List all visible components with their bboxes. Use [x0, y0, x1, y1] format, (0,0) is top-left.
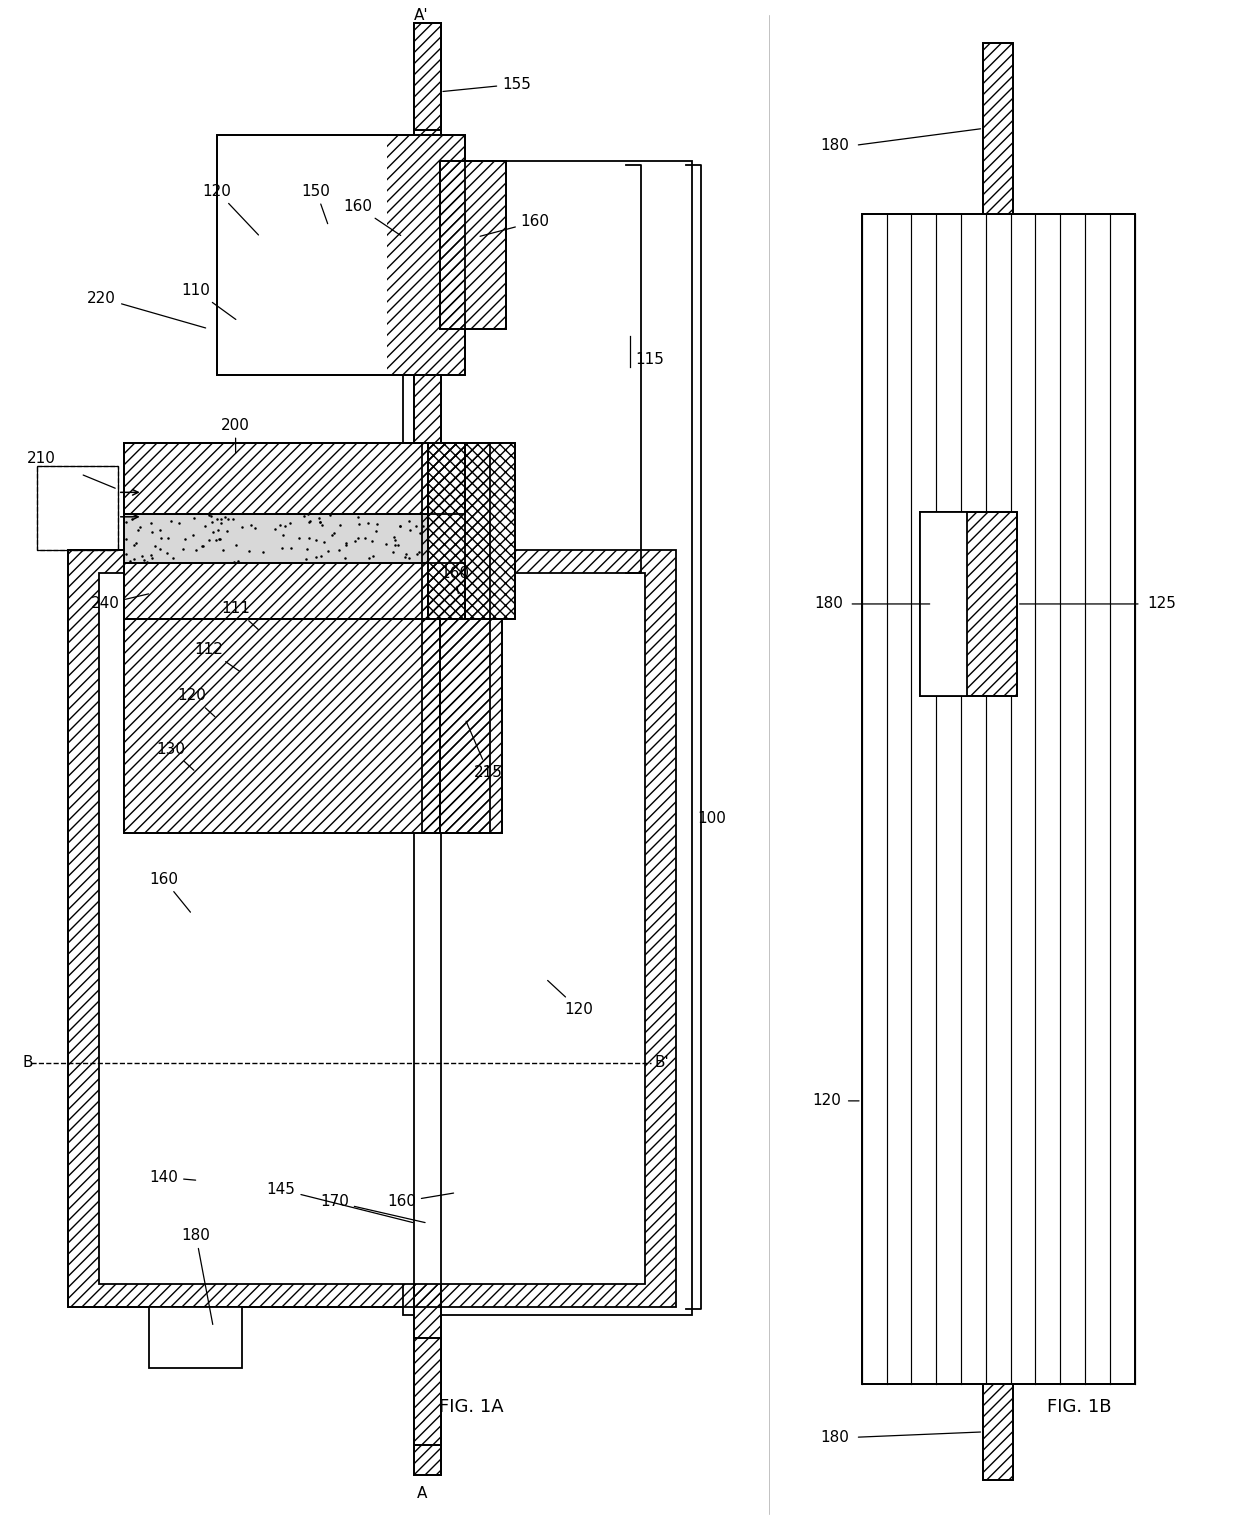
Text: A': A': [414, 8, 429, 23]
Text: 160: 160: [440, 566, 469, 593]
Text: 160: 160: [149, 872, 191, 913]
Bar: [68, 550, 676, 1307]
Bar: [983, 43, 1013, 214]
Text: 220: 220: [87, 291, 206, 327]
Bar: [920, 512, 1017, 696]
Text: 112: 112: [193, 642, 239, 671]
Bar: [99, 573, 645, 1284]
Text: 170: 170: [320, 1194, 425, 1223]
Text: B': B': [655, 1055, 670, 1070]
Bar: [428, 443, 515, 619]
Bar: [68, 550, 676, 1307]
Bar: [387, 135, 465, 375]
Text: 100: 100: [697, 810, 725, 826]
Bar: [414, 1338, 441, 1445]
Bar: [440, 619, 502, 833]
Bar: [68, 550, 99, 1307]
Bar: [99, 550, 645, 573]
Bar: [440, 161, 506, 329]
Bar: [862, 214, 1135, 1384]
Text: 130: 130: [156, 742, 193, 771]
Bar: [920, 512, 967, 696]
Bar: [422, 443, 490, 833]
Text: 120: 120: [548, 980, 593, 1017]
Bar: [428, 443, 515, 619]
Bar: [414, 1338, 441, 1445]
Text: 155: 155: [443, 76, 531, 92]
Bar: [37, 466, 118, 550]
Text: 215: 215: [466, 722, 502, 780]
Bar: [967, 512, 1017, 696]
Text: 180: 180: [821, 1430, 849, 1445]
Bar: [440, 619, 502, 833]
Text: 210: 210: [27, 451, 56, 466]
Text: 145: 145: [267, 1182, 413, 1223]
Text: 180: 180: [815, 596, 843, 612]
Text: 111: 111: [221, 601, 258, 630]
Bar: [428, 443, 515, 619]
Text: 140: 140: [149, 1170, 196, 1185]
Bar: [124, 563, 465, 619]
Bar: [983, 1384, 1013, 1480]
Bar: [124, 443, 465, 619]
Bar: [124, 563, 465, 619]
Bar: [920, 512, 1017, 696]
Bar: [422, 443, 490, 833]
Text: 180: 180: [821, 138, 849, 153]
Bar: [414, 23, 441, 130]
Bar: [414, 1338, 441, 1445]
Text: 110: 110: [181, 283, 236, 320]
Text: 160: 160: [343, 199, 401, 235]
Bar: [124, 619, 440, 833]
Text: 240: 240: [91, 593, 149, 612]
Bar: [124, 619, 440, 833]
Bar: [124, 443, 465, 514]
Bar: [217, 135, 465, 375]
Bar: [440, 161, 506, 329]
Text: 160: 160: [387, 1193, 454, 1209]
Bar: [217, 135, 465, 375]
Text: 200: 200: [221, 417, 250, 453]
Bar: [414, 23, 441, 1475]
Bar: [124, 443, 465, 514]
Bar: [124, 563, 465, 619]
Text: 180: 180: [181, 1228, 213, 1324]
Bar: [440, 161, 506, 329]
Text: 150: 150: [301, 183, 331, 223]
Bar: [99, 1284, 645, 1307]
Bar: [414, 23, 441, 1475]
Text: FIG. 1A: FIG. 1A: [439, 1398, 503, 1416]
Text: 120: 120: [812, 1093, 841, 1109]
Text: 160: 160: [480, 214, 549, 237]
Text: B: B: [22, 1055, 32, 1070]
Text: FIG. 1B: FIG. 1B: [1047, 1398, 1111, 1416]
Bar: [99, 573, 645, 1284]
Bar: [414, 23, 441, 130]
Bar: [37, 466, 118, 550]
Bar: [983, 1384, 1013, 1480]
Bar: [983, 43, 1013, 214]
Bar: [645, 550, 676, 1307]
Bar: [422, 443, 490, 833]
Bar: [983, 1384, 1013, 1480]
Bar: [403, 161, 692, 1315]
Bar: [983, 43, 1013, 214]
Bar: [440, 619, 502, 833]
Text: 120: 120: [177, 688, 215, 717]
Text: 115: 115: [635, 352, 663, 367]
Bar: [124, 514, 428, 563]
Bar: [862, 214, 1135, 1384]
Bar: [149, 1307, 242, 1368]
Bar: [124, 443, 465, 514]
Bar: [414, 23, 441, 1475]
Text: 125: 125: [1147, 596, 1176, 612]
Bar: [124, 619, 440, 833]
Text: 120: 120: [202, 183, 258, 235]
Text: A: A: [417, 1486, 427, 1501]
Bar: [414, 23, 441, 130]
